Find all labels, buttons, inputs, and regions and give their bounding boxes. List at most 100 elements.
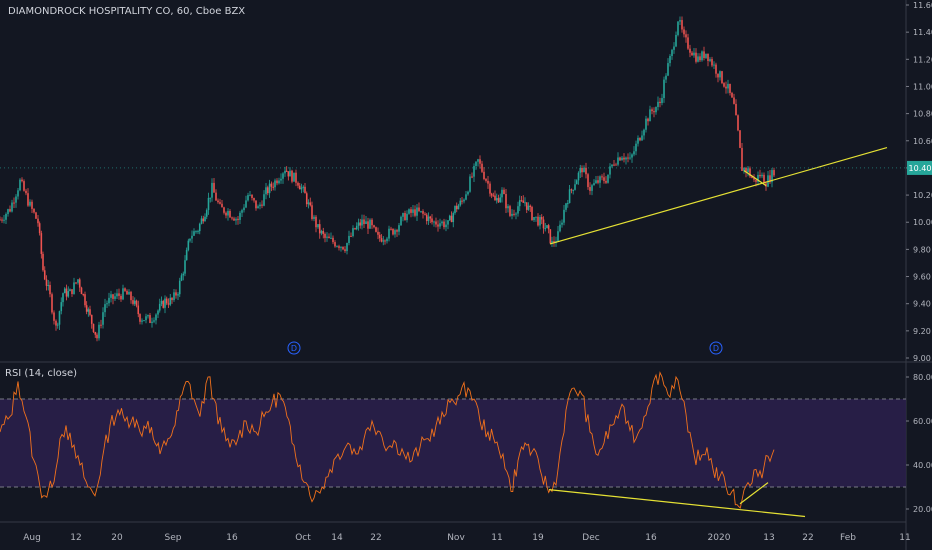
- candle-down: [375, 227, 377, 232]
- candle-up: [388, 228, 390, 239]
- candle-down: [112, 294, 114, 299]
- candle-up: [527, 205, 530, 210]
- candle-up: [637, 137, 639, 144]
- candle-up: [635, 143, 637, 152]
- candle-down: [703, 51, 705, 58]
- candle-down: [553, 241, 555, 243]
- candle-down: [217, 200, 219, 203]
- candle-up: [365, 221, 367, 225]
- candle-down: [455, 205, 458, 210]
- candle-down: [367, 221, 369, 229]
- candle-up: [593, 183, 595, 186]
- candle-down: [494, 195, 496, 201]
- price-trend-line: [743, 170, 767, 187]
- candle-down: [78, 279, 81, 288]
- candle-up: [495, 198, 498, 201]
- candle-up: [340, 246, 342, 248]
- candle-down: [490, 193, 493, 196]
- candle-up: [382, 240, 385, 242]
- candle-down: [763, 174, 765, 184]
- candle-up: [307, 202, 310, 205]
- rsi-title: RSI (14, close): [5, 368, 78, 379]
- candle-up: [235, 218, 237, 221]
- candle-up: [631, 154, 633, 158]
- candle-down: [126, 290, 128, 295]
- candle-down: [735, 103, 737, 116]
- candle-up: [663, 79, 665, 99]
- candle-down: [741, 147, 743, 171]
- candle-up: [122, 288, 124, 300]
- candle-down: [90, 314, 93, 324]
- candle-up: [160, 300, 163, 304]
- candle-down: [0, 219, 1, 221]
- candle-up: [448, 215, 451, 221]
- candle-up: [197, 231, 199, 233]
- candle-up: [477, 159, 479, 162]
- candle-up: [544, 228, 547, 230]
- candle-up: [679, 20, 681, 22]
- candle-down: [120, 295, 122, 300]
- price-tick-label: 9.00: [913, 354, 931, 363]
- candle-up: [110, 294, 112, 298]
- candle-up: [204, 216, 206, 222]
- candle-down: [33, 208, 35, 213]
- candle-down: [23, 181, 25, 191]
- candle-up: [7, 209, 9, 214]
- candle-down: [687, 37, 689, 49]
- candle-down: [13, 202, 15, 204]
- candle-up: [280, 178, 282, 181]
- candle-down: [9, 209, 11, 212]
- price-tick-label: 11.40: [913, 28, 932, 37]
- candle-up: [673, 46, 675, 50]
- candle-up: [151, 321, 153, 323]
- candle-up: [611, 164, 613, 167]
- candle-up: [106, 303, 108, 305]
- candle-down: [135, 300, 138, 306]
- rsi-tick-label: 40.00: [913, 461, 932, 470]
- candle-up: [705, 53, 707, 58]
- candle-up: [60, 302, 63, 312]
- candle-up: [591, 185, 593, 191]
- price-tick-label: 9.80: [913, 245, 931, 254]
- candle-down: [653, 111, 655, 113]
- candle-down: [717, 73, 719, 78]
- candle-down: [267, 187, 269, 194]
- candle-down: [725, 86, 727, 89]
- candle-down: [45, 279, 48, 286]
- candle-up: [649, 109, 651, 122]
- candle-up: [227, 211, 229, 216]
- candle-down: [75, 282, 77, 284]
- candle-down: [390, 228, 392, 230]
- candle-down: [471, 176, 473, 178]
- time-tick-label: Feb: [840, 533, 856, 543]
- candle-down: [35, 212, 37, 219]
- candle-down: [503, 189, 505, 195]
- candle-up: [211, 182, 213, 198]
- candle-up: [517, 206, 519, 214]
- candle-down: [80, 287, 83, 295]
- candle-down: [51, 294, 53, 313]
- candle-down: [773, 170, 775, 176]
- price-tick-label: 10.80: [913, 110, 932, 119]
- candle-down: [221, 203, 223, 208]
- candle-down: [315, 216, 317, 228]
- candle-down: [392, 228, 394, 235]
- candle-up: [348, 235, 350, 244]
- candle-down: [237, 218, 239, 220]
- candle-down: [231, 217, 233, 219]
- candle-down: [270, 183, 273, 187]
- candle-up: [245, 200, 247, 208]
- candle-up: [180, 275, 183, 281]
- candle-up: [406, 213, 408, 221]
- candle-up: [567, 203, 569, 205]
- candle-down: [377, 231, 379, 235]
- candle-up: [143, 320, 145, 322]
- candle-up: [141, 320, 143, 322]
- candle-up: [15, 196, 17, 203]
- candle-up: [19, 179, 21, 191]
- candle-up: [5, 213, 7, 220]
- candle-down: [384, 240, 386, 242]
- candle-down: [520, 200, 523, 202]
- candle-up: [433, 221, 435, 223]
